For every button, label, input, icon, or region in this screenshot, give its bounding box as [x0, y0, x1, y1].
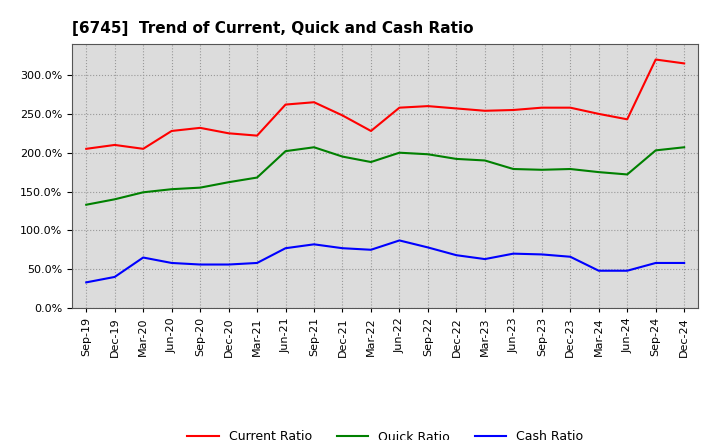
- Quick Ratio: [537, 167, 546, 172]
- Cash Ratio: [282, 246, 290, 251]
- Cash Ratio: [652, 260, 660, 266]
- Current Ratio: [366, 128, 375, 134]
- Current Ratio: [423, 103, 432, 109]
- Quick Ratio: [82, 202, 91, 207]
- Line: Quick Ratio: Quick Ratio: [86, 147, 684, 205]
- Quick Ratio: [253, 175, 261, 180]
- Current Ratio: [253, 133, 261, 138]
- Quick Ratio: [167, 187, 176, 192]
- Current Ratio: [595, 111, 603, 117]
- Quick Ratio: [423, 152, 432, 157]
- Current Ratio: [167, 128, 176, 134]
- Cash Ratio: [366, 247, 375, 253]
- Quick Ratio: [623, 172, 631, 177]
- Current Ratio: [480, 108, 489, 114]
- Line: Current Ratio: Current Ratio: [86, 59, 684, 149]
- Quick Ratio: [110, 197, 119, 202]
- Cash Ratio: [480, 257, 489, 262]
- Cash Ratio: [595, 268, 603, 273]
- Quick Ratio: [509, 166, 518, 172]
- Quick Ratio: [566, 166, 575, 172]
- Quick Ratio: [196, 185, 204, 190]
- Line: Cash Ratio: Cash Ratio: [86, 240, 684, 282]
- Cash Ratio: [253, 260, 261, 266]
- Cash Ratio: [82, 280, 91, 285]
- Quick Ratio: [652, 148, 660, 153]
- Current Ratio: [566, 105, 575, 110]
- Cash Ratio: [338, 246, 347, 251]
- Current Ratio: [139, 146, 148, 151]
- Current Ratio: [82, 146, 91, 151]
- Current Ratio: [110, 142, 119, 147]
- Cash Ratio: [566, 254, 575, 260]
- Current Ratio: [537, 105, 546, 110]
- Quick Ratio: [595, 169, 603, 175]
- Cash Ratio: [196, 262, 204, 267]
- Current Ratio: [623, 117, 631, 122]
- Current Ratio: [652, 57, 660, 62]
- Current Ratio: [680, 61, 688, 66]
- Current Ratio: [282, 102, 290, 107]
- Cash Ratio: [623, 268, 631, 273]
- Quick Ratio: [480, 158, 489, 163]
- Quick Ratio: [139, 190, 148, 195]
- Cash Ratio: [680, 260, 688, 266]
- Cash Ratio: [110, 274, 119, 279]
- Quick Ratio: [452, 156, 461, 161]
- Cash Ratio: [509, 251, 518, 256]
- Cash Ratio: [310, 242, 318, 247]
- Legend: Current Ratio, Quick Ratio, Cash Ratio: Current Ratio, Quick Ratio, Cash Ratio: [182, 425, 588, 440]
- Current Ratio: [509, 107, 518, 113]
- Quick Ratio: [366, 159, 375, 165]
- Quick Ratio: [680, 145, 688, 150]
- Cash Ratio: [225, 262, 233, 267]
- Cash Ratio: [139, 255, 148, 260]
- Text: [6745]  Trend of Current, Quick and Cash Ratio: [6745] Trend of Current, Quick and Cash …: [72, 21, 474, 36]
- Quick Ratio: [282, 149, 290, 154]
- Current Ratio: [310, 99, 318, 105]
- Current Ratio: [196, 125, 204, 131]
- Current Ratio: [395, 105, 404, 110]
- Cash Ratio: [167, 260, 176, 266]
- Cash Ratio: [423, 245, 432, 250]
- Quick Ratio: [338, 154, 347, 159]
- Quick Ratio: [310, 145, 318, 150]
- Current Ratio: [225, 131, 233, 136]
- Quick Ratio: [225, 180, 233, 185]
- Cash Ratio: [395, 238, 404, 243]
- Current Ratio: [452, 106, 461, 111]
- Cash Ratio: [452, 253, 461, 258]
- Quick Ratio: [395, 150, 404, 155]
- Cash Ratio: [537, 252, 546, 257]
- Current Ratio: [338, 113, 347, 118]
